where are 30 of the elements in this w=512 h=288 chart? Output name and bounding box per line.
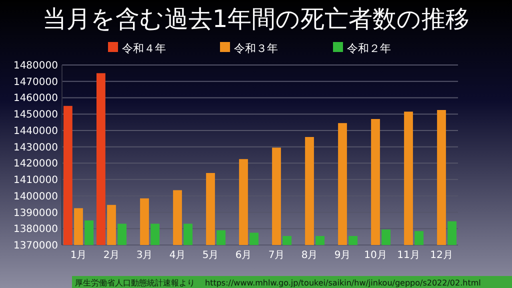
x-tick-label: 12月: [430, 250, 453, 261]
x-tick-label: 4月: [169, 250, 186, 261]
y-tick-label: 1400000: [13, 191, 58, 202]
text: 厚生労働省人口動態統計速報より: [75, 278, 195, 288]
x-tick-label: 8月: [301, 250, 318, 261]
x-tick-label: 1月: [70, 250, 87, 261]
y-tick-label: 1410000: [13, 175, 58, 186]
legend-label: 令和２年: [347, 42, 391, 55]
x-tick-label: 10月: [364, 250, 387, 261]
chart-title: 当月を含む過去1年間の死亡者数の推移: [42, 5, 470, 33]
y-tick-label: 1420000: [13, 158, 58, 170]
y-tick-label: 1480000: [13, 60, 58, 72]
x-tick-label: 5月: [202, 250, 219, 261]
y-tick-label: 1470000: [13, 76, 58, 88]
y-tick-label: 1390000: [13, 208, 58, 219]
x-tick-label: 2月: [103, 250, 120, 261]
y-tick-label: 1380000: [13, 224, 58, 236]
x-tick-label: 6月: [235, 250, 252, 261]
x-tick-label: 11月: [397, 250, 420, 261]
text: https://www.mhlw.go.jp/toukei/saikin/hw/jinkou/geppo/s2022/02.html: [205, 278, 481, 288]
legend-label: 令和３年: [234, 42, 278, 55]
x-tick-label: 9月: [334, 250, 351, 261]
y-tick-label: 1370000: [13, 240, 58, 252]
y-tick-label: 1450000: [13, 110, 58, 121]
legend-label: 令和４年: [122, 42, 166, 55]
x-tick-label: 7月: [268, 250, 285, 261]
y-tick-label: 1430000: [13, 142, 58, 154]
x-tick-label: 3月: [136, 250, 153, 261]
y-tick-label: 1440000: [13, 126, 58, 137]
y-tick-label: 1460000: [13, 93, 58, 104]
